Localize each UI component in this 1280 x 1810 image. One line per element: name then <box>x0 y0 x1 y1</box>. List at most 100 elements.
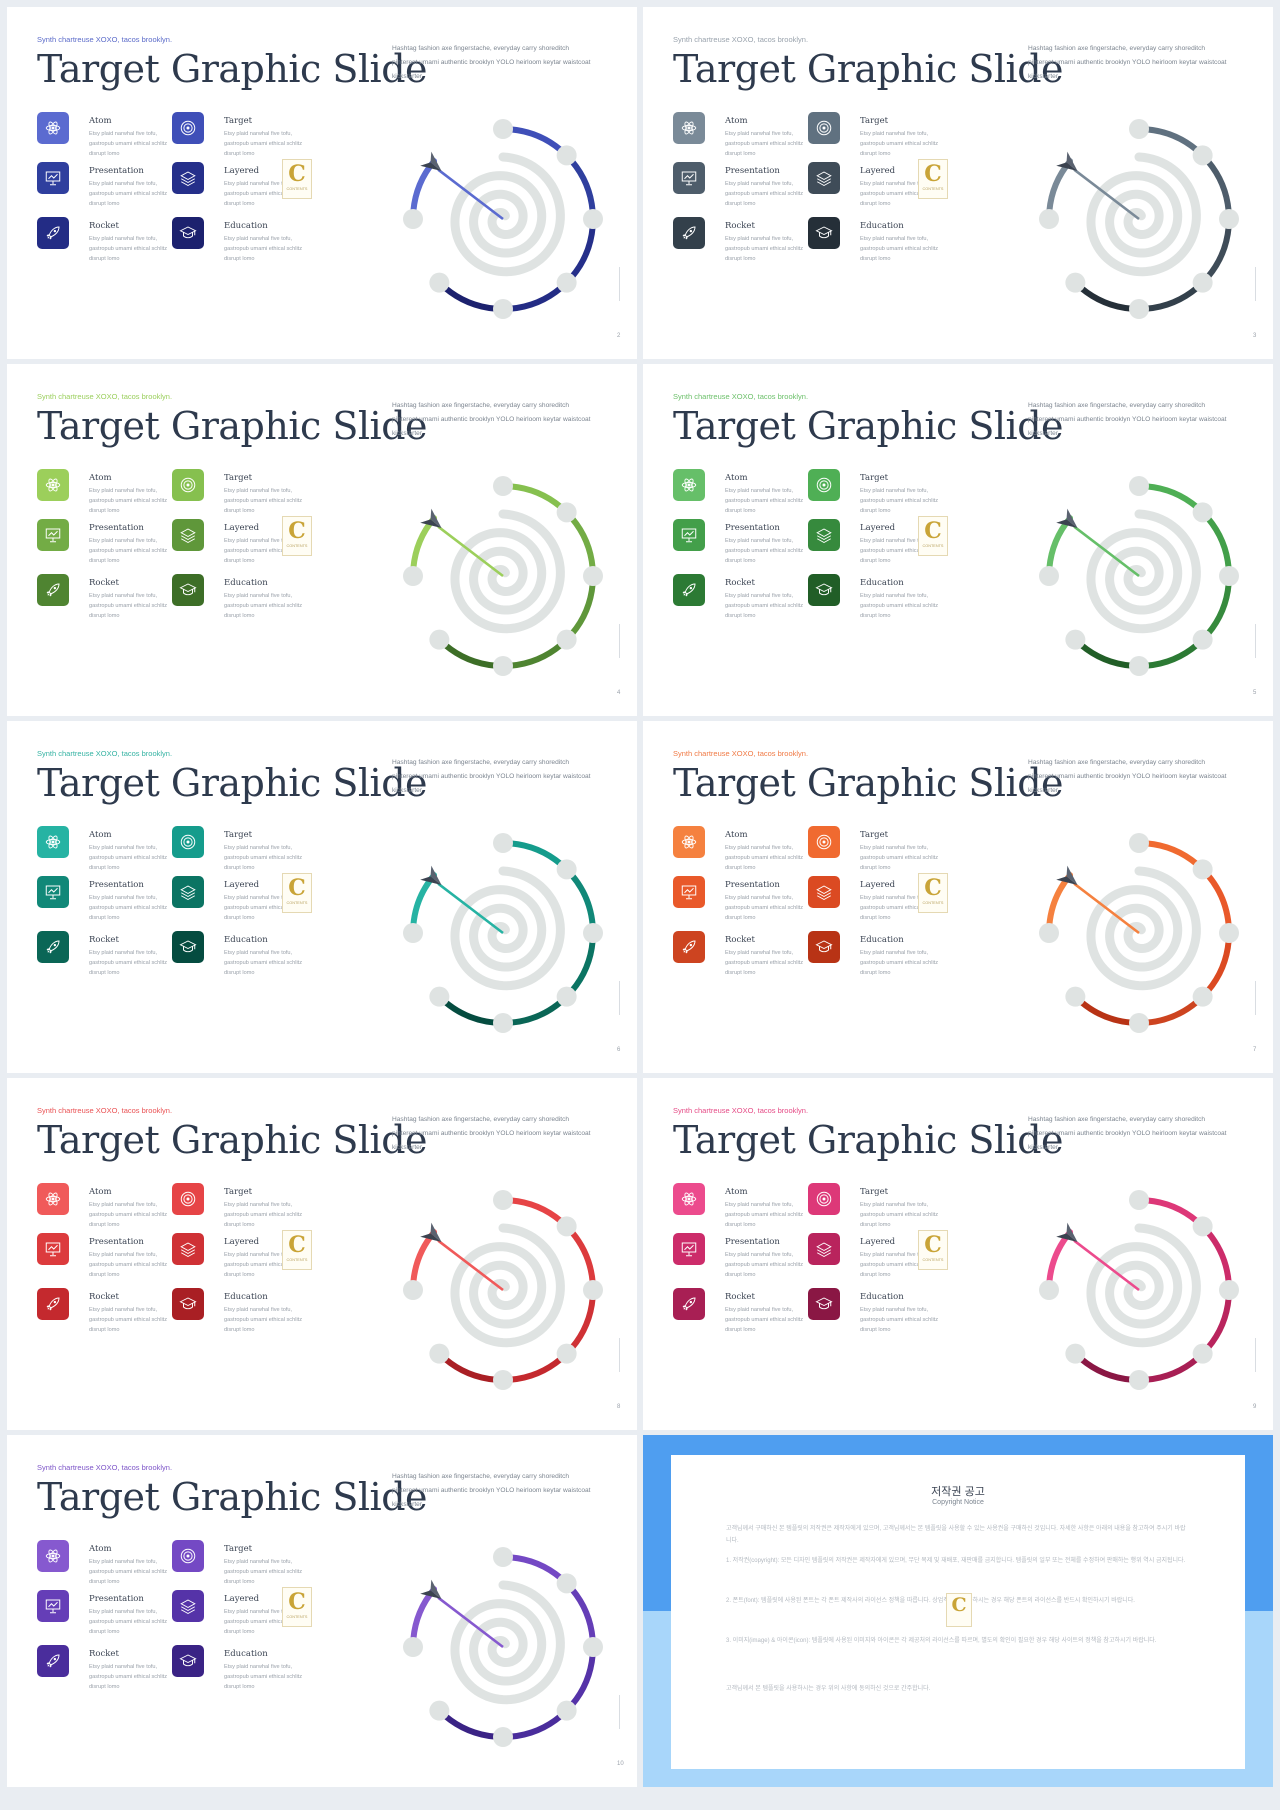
atom-icon <box>681 835 697 849</box>
watermark-text: CONTENTS <box>922 901 944 905</box>
ring-node <box>429 272 450 293</box>
feature-label: Education <box>860 1292 904 1302</box>
feature-icon-box <box>37 826 69 858</box>
feature-text: Etsy plaid narwhal five tofu, gastropub … <box>725 1202 804 1228</box>
layers-icon <box>180 885 196 901</box>
feature-icon-box <box>673 574 705 606</box>
slide-title: Target Graphic Slide <box>37 1475 428 1519</box>
divider <box>619 981 620 1015</box>
feature-item: Presentation Etsy plaid narwhal five tofu… <box>37 1233 187 1283</box>
arrow-fletching <box>1066 151 1078 171</box>
ring-node <box>429 1700 450 1721</box>
arrow-fletching <box>1056 162 1078 171</box>
feature-text: Etsy plaid narwhal five tofu, gastropub … <box>89 845 168 871</box>
slide-title: Target Graphic Slide <box>37 404 428 448</box>
atom-icon <box>45 1549 61 1563</box>
ring-arc <box>1046 1229 1074 1286</box>
target-icon <box>816 120 832 136</box>
feature-label: Layered <box>224 523 260 533</box>
page-number: 7 <box>1253 1047 1257 1053</box>
graduation-cap-icon <box>815 1297 833 1310</box>
ring-node <box>1219 209 1239 229</box>
feature-label: Atom <box>725 1187 748 1197</box>
ring-arc <box>1143 284 1200 312</box>
target-icon <box>816 477 832 493</box>
ring-node <box>1129 119 1149 139</box>
feature-icon-box <box>172 1540 204 1572</box>
arrow-fletching <box>430 151 442 171</box>
slide-2: Synth chartreuse XOXO, tacos brooklyn. Ta… <box>7 7 637 359</box>
feature-label: Education <box>860 578 904 588</box>
feature-icon-box <box>673 826 705 858</box>
atom-icon <box>45 1192 61 1206</box>
feature-label: Presentation <box>89 166 144 176</box>
feature-text: Etsy plaid narwhal five tofu, gastropub … <box>224 1202 303 1228</box>
presentation-icon <box>45 528 61 543</box>
feature-text: Etsy plaid narwhal five tofu, gastropub … <box>725 488 804 514</box>
feature-item: Layered Etsy plaid narwhal five tofu, gas… <box>172 519 322 569</box>
page-number: 2 <box>617 333 621 339</box>
divider <box>619 267 620 301</box>
ring-arc <box>568 937 596 994</box>
watermark-logo: C <box>946 1593 972 1627</box>
page-number: 8 <box>617 1404 621 1410</box>
target-graphic <box>403 1547 603 1747</box>
arrow-shaft <box>1073 1239 1140 1292</box>
feature-label: Education <box>224 221 268 231</box>
feature-item: Atom Etsy plaid narwhal five tofu, gastro… <box>37 112 187 162</box>
slide-6: Synth chartreuse XOXO, tacos brooklyn. Ta… <box>7 721 637 1073</box>
ring-node <box>493 119 513 139</box>
ring-arc <box>1143 126 1200 154</box>
ring-arc <box>568 872 596 929</box>
target-graphic <box>403 833 603 1033</box>
atom-icon <box>45 478 61 492</box>
feature-item: Target Etsy plaid narwhal five tofu, gast… <box>808 826 958 876</box>
ring-node <box>403 1637 423 1657</box>
slide-description: Hashtag fashion axe fingerstache, everyd… <box>1028 759 1227 794</box>
feature-text: Etsy plaid narwhal five tofu, gastropub … <box>224 1559 303 1585</box>
ring-node <box>1129 476 1149 496</box>
feature-item: Rocket Etsy plaid narwhal five tofu, gast… <box>37 931 187 981</box>
feature-icon-box <box>808 217 840 249</box>
feature-item: Education Etsy plaid narwhal five tofu, g… <box>172 217 322 267</box>
ring-node <box>493 1547 513 1567</box>
feature-text: Etsy plaid narwhal five tofu, gastropub … <box>89 1202 168 1228</box>
ring-arc <box>507 641 564 669</box>
graduation-cap-icon <box>179 1297 197 1310</box>
feature-label: Presentation <box>725 880 780 890</box>
feature-icon-box <box>37 574 69 606</box>
feature-text: Etsy plaid narwhal five tofu, gastropub … <box>89 538 168 564</box>
slide-description: Hashtag fashion axe fingerstache, everyd… <box>392 45 591 80</box>
target-graphic <box>1039 833 1239 1033</box>
graduation-cap-icon <box>815 226 833 239</box>
rocket-icon <box>46 940 60 954</box>
watermark-text: CONTENTS <box>922 187 944 191</box>
watermark-text: CONTENTS <box>286 544 308 548</box>
slide-10: Synth chartreuse XOXO, tacos brooklyn. Ta… <box>7 1435 637 1787</box>
ring-node <box>556 1343 577 1364</box>
arrow-fletching <box>420 1590 442 1599</box>
slide-description: Hashtag fashion axe fingerstache, everyd… <box>392 759 591 794</box>
feature-label: Rocket <box>725 935 755 945</box>
rocket-icon <box>682 226 696 240</box>
feature-text: Etsy plaid narwhal five tofu, gastropub … <box>224 1252 303 1278</box>
slide-kicker: Synth chartreuse XOXO, tacos brooklyn. <box>37 1463 173 1472</box>
ring-arc <box>507 1554 564 1582</box>
arrow-fletching <box>430 865 442 885</box>
notice-paragraph: 3. 이미지(image) & 아이콘(icon): 템플릿에 사용된 이미지와… <box>726 1638 1157 1644</box>
feature-item: Education Etsy plaid narwhal five tofu, g… <box>172 931 322 981</box>
feature-label: Rocket <box>725 578 755 588</box>
watermark-text: CONTENTS <box>286 187 308 191</box>
feature-text: Etsy plaid narwhal five tofu, gastropub … <box>89 131 168 157</box>
feature-text: Etsy plaid narwhal five tofu, gastropub … <box>224 845 303 871</box>
ring-arc <box>410 158 438 215</box>
feature-item: Target Etsy plaid narwhal five tofu, gast… <box>172 469 322 519</box>
target-graphic <box>403 476 603 676</box>
feature-text: Etsy plaid narwhal five tofu, gastropub … <box>725 538 804 564</box>
ring-arc <box>1143 998 1200 1026</box>
feature-label: Target <box>860 1187 889 1197</box>
rocket-icon <box>682 583 696 597</box>
watermark-letter: C <box>288 161 306 187</box>
slide-description: Hashtag fashion axe fingerstache, everyd… <box>392 1116 591 1151</box>
feature-text: Etsy plaid narwhal five tofu, gastropub … <box>725 895 804 921</box>
